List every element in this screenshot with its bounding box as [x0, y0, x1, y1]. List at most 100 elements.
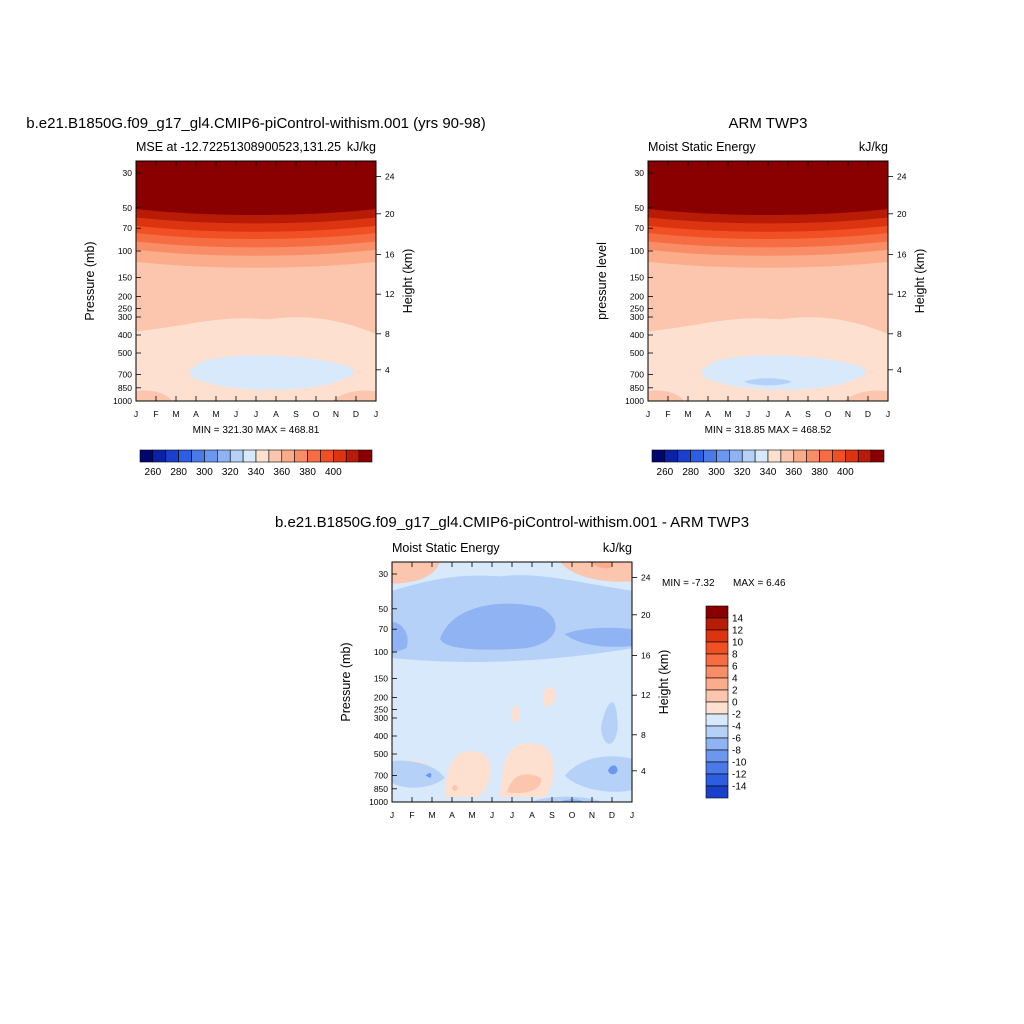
- colorbar-label: -12: [732, 770, 747, 781]
- y-right-tick-label: 24: [385, 172, 395, 182]
- colorbar-box: [705, 785, 729, 799]
- y-right-tick-label: 4: [897, 365, 902, 375]
- y-right-tick-label: 24: [641, 573, 651, 583]
- colorbar-box: [191, 449, 205, 463]
- x-tick-label: J: [490, 810, 494, 820]
- x-tick-label: O: [569, 810, 576, 820]
- y-tick-label: 70: [635, 223, 645, 233]
- y-tick-label: 850: [374, 784, 388, 794]
- y-right-tick-label: 12: [385, 289, 395, 299]
- x-tick-label: N: [589, 810, 595, 820]
- colorbar-box: [705, 629, 729, 643]
- x-tick-label: D: [609, 810, 615, 820]
- y-tick-label: 150: [630, 272, 644, 282]
- panel-difference: J F M A M J J A S O N D J305070100150200250300400500…: [275, 514, 786, 820]
- colorbar-box: [754, 449, 769, 463]
- colorbar-box: [320, 449, 334, 463]
- colorbar-box: [294, 449, 308, 463]
- colorbar-box: [870, 449, 885, 463]
- colorbar-box: [705, 689, 729, 703]
- chart-title: b.e21.B1850G.f09_g17_gl4.CMIP6-piControl…: [275, 514, 749, 531]
- colorbar-box: [677, 449, 691, 463]
- y-tick-label: 300: [374, 713, 388, 723]
- x-tick-label: J: [390, 810, 394, 820]
- colorbar-label: -2: [732, 710, 741, 721]
- colorbar-label: -10: [732, 758, 747, 769]
- colorbar-box: [333, 449, 347, 463]
- colorbar-label: 8: [732, 650, 738, 661]
- x-tick-label: A: [273, 409, 279, 419]
- x-tick-label: J: [746, 409, 750, 419]
- y-tick-label: 100: [118, 246, 132, 256]
- y-tick-label: 1000: [113, 396, 132, 406]
- colorbar-box: [703, 449, 717, 463]
- panel-arm-mse: J F M A M J J A S O N D J305070100150200250300400500…: [595, 115, 927, 478]
- colorbar-box: [664, 449, 679, 463]
- y-tick-label: 400: [630, 330, 644, 340]
- colorbar-box: [780, 449, 795, 463]
- panel-model-mse: J F M A M J J A S O N D J305070100150200250300400500…: [26, 115, 485, 478]
- y-right-tick-label: 12: [641, 690, 651, 700]
- y-tick-label: 100: [630, 246, 644, 256]
- x-tick-label: J: [630, 810, 634, 820]
- colorbar-box: [139, 449, 154, 463]
- right-subtitle: kJ/kg: [603, 541, 632, 555]
- colorbar-label: 0: [732, 698, 738, 709]
- x-tick-label: J: [134, 409, 138, 419]
- colorbar-box: [705, 665, 729, 679]
- colorbar-label: 320: [222, 467, 239, 478]
- y-tick-label: 300: [630, 312, 644, 322]
- x-tick-label: A: [705, 409, 711, 419]
- colorbar-label: 360: [273, 467, 290, 478]
- x-tick-label: M: [724, 409, 731, 419]
- colorbar-box: [845, 449, 859, 463]
- x-tick-label: N: [845, 409, 851, 419]
- colorbar-box: [857, 449, 872, 463]
- y-tick-label: 70: [123, 223, 133, 233]
- left-subtitle: Moist Static Energy: [648, 140, 756, 154]
- x-tick-label: F: [409, 810, 414, 820]
- colorbar-box: [705, 713, 729, 727]
- y-right-tick-label: 8: [385, 329, 390, 339]
- y-tick-label: 400: [374, 731, 388, 741]
- y-tick-label: 30: [635, 168, 645, 178]
- y-tick-label: 50: [123, 203, 133, 213]
- colorbar-label: 300: [708, 467, 725, 478]
- colorbar-box: [767, 449, 782, 463]
- colorbar-box: [705, 749, 729, 763]
- y-tick-label: 850: [630, 383, 644, 393]
- colorbar-box: [705, 605, 729, 619]
- y-right-tick-label: 16: [897, 250, 907, 260]
- y-tick-label: 400: [118, 330, 132, 340]
- y-right-tick-label: 4: [641, 766, 646, 776]
- colorbar-label: 280: [682, 467, 699, 478]
- colorbar-label: -6: [732, 734, 741, 745]
- colorbar-label: -8: [732, 746, 741, 757]
- x-tick-label: M: [468, 810, 475, 820]
- x-tick-label: M: [684, 409, 691, 419]
- y-right-tick-label: 20: [385, 209, 395, 219]
- y-tick-label: 500: [630, 348, 644, 358]
- y-tick-label: 30: [379, 569, 389, 579]
- y-right-tick-label: 4: [385, 365, 390, 375]
- y-tick-label: 500: [374, 749, 388, 759]
- right-subtitle: kJ/kg: [859, 140, 888, 154]
- colorbar-box: [705, 761, 729, 775]
- colorbar-box: [705, 653, 729, 667]
- colorbar-label: 340: [760, 467, 777, 478]
- x-tick-label: S: [549, 810, 555, 820]
- x-tick-label: F: [665, 409, 670, 419]
- y-tick-label: 100: [374, 647, 388, 657]
- chart-title: b.e21.B1850G.f09_g17_gl4.CMIP6-piControl…: [26, 115, 485, 132]
- colorbar-box: [705, 701, 729, 715]
- right-subtitle: kJ/kg: [347, 140, 376, 154]
- colorbar-label: 6: [732, 662, 738, 673]
- y-tick-label: 200: [630, 292, 644, 302]
- x-tick-label: S: [805, 409, 811, 419]
- min-stat: MIN = -7.32: [662, 578, 715, 589]
- y-tick-label: 50: [635, 203, 645, 213]
- colorbar-label: 400: [837, 467, 854, 478]
- x-tick-label: F: [153, 409, 158, 419]
- chart-title: ARM TWP3: [729, 115, 808, 132]
- colorbar-label: 400: [325, 467, 342, 478]
